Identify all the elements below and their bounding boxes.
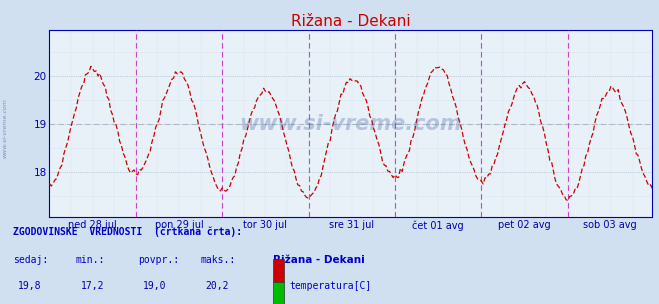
Text: www.si-vreme.com: www.si-vreme.com <box>240 114 462 134</box>
Bar <box>273 282 284 304</box>
Bar <box>273 259 284 282</box>
Title: Rižana - Dekani: Rižana - Dekani <box>291 14 411 29</box>
Text: 20,2: 20,2 <box>206 281 229 291</box>
Text: sedaj:: sedaj: <box>13 255 48 265</box>
Text: ZGODOVINSKE  VREDNOSTI  (črtkana črta):: ZGODOVINSKE VREDNOSTI (črtkana črta): <box>13 226 243 237</box>
Text: 17,2: 17,2 <box>80 281 104 291</box>
Text: maks.:: maks.: <box>201 255 236 265</box>
Text: www.si-vreme.com: www.si-vreme.com <box>3 98 8 157</box>
Text: povpr.:: povpr.: <box>138 255 179 265</box>
Text: min.:: min.: <box>76 255 105 265</box>
Text: 19,0: 19,0 <box>143 281 167 291</box>
Text: temperatura[C]: temperatura[C] <box>289 281 372 291</box>
Text: Rižana - Dekani: Rižana - Dekani <box>273 255 365 265</box>
Text: 19,8: 19,8 <box>18 281 42 291</box>
